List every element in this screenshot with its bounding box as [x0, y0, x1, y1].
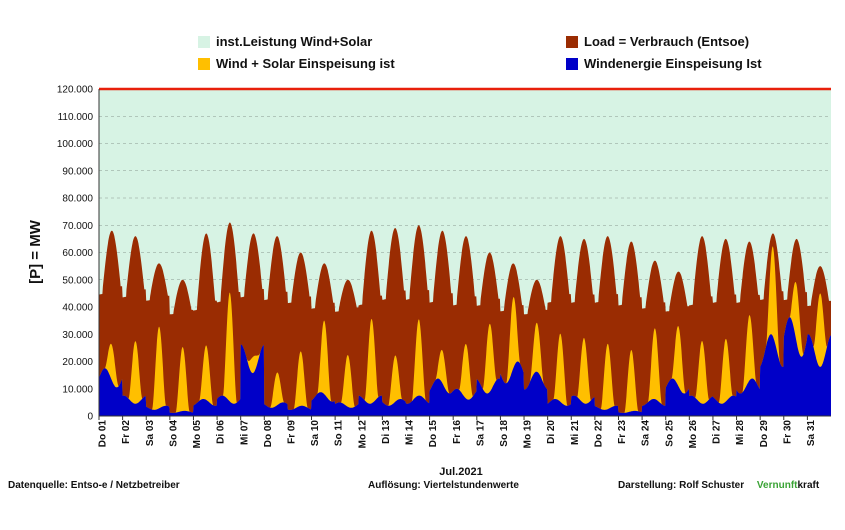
y-tick-label: 60.000 [62, 248, 93, 259]
x-tick-label: So 25 [664, 420, 675, 447]
y-tick-label: 80.000 [62, 194, 93, 205]
x-tick-label: Fr 09 [287, 420, 298, 444]
y-tick-labels: 0 10.000 20.000 30.000 40.000 50.000 60.000 70.… [57, 85, 94, 423]
legend-wind-solar-label: Wind + Solar Einspeisung ist [216, 56, 395, 71]
x-tick-label: So 11 [334, 420, 345, 447]
x-tick-label: Mo 19 [523, 420, 534, 449]
y-tick-label: 100.000 [57, 139, 94, 150]
x-tick-label: So 04 [168, 420, 179, 447]
y-tick-label: 50.000 [62, 275, 93, 286]
legend-load-swatch [566, 35, 578, 48]
footer-resolution: Auflösung: Viertelstundenwerte [368, 480, 519, 491]
x-tick-label: Do 01 [98, 420, 109, 448]
footer-author: Darstellung: Rolf Schuster [618, 480, 745, 491]
x-axis-label: Jul.2021 [439, 466, 482, 478]
legend-wind: Windenergie Einspeisung Ist [566, 56, 762, 71]
legend-load: Load = Verbrauch (Entsoe) [566, 34, 749, 49]
series-load-area [99, 222, 831, 416]
x-tick-label: Mo 05 [192, 420, 203, 449]
x-tick-label: Mi 28 [735, 420, 746, 445]
legend-wind-solar: Wind + Solar Einspeisung ist [198, 56, 395, 71]
x-tick-label: Sa 31 [806, 420, 817, 447]
y-tick-label: 40.000 [62, 303, 93, 314]
legend-installed-swatch [198, 35, 210, 48]
x-tick-label: Do 29 [759, 420, 770, 448]
x-tick-label: Fr 16 [452, 420, 463, 444]
series-wind-area [99, 317, 831, 416]
brand-rest-part: kraft [797, 480, 820, 491]
x-tick-label: Fr 23 [617, 420, 628, 444]
x-tick-label: Do 22 [594, 420, 605, 448]
y-tick-label: 70.000 [62, 221, 93, 232]
x-tick-label: Di 27 [712, 420, 723, 444]
y-tick-label: 0 [87, 412, 93, 423]
y-tick-label: 110.000 [58, 112, 94, 123]
brand-green-part: Vernunft [756, 480, 798, 491]
x-tick-label: So 18 [499, 420, 510, 447]
x-tick-label: Do 08 [263, 420, 274, 448]
y-axis-label: [P] = MW [27, 219, 44, 284]
x-tick-label: Di 20 [546, 420, 557, 444]
x-tick-label: Mi 21 [570, 420, 581, 445]
x-tick-label: Mo 12 [357, 420, 368, 449]
footer-source: Datenquelle: Entso-e / Netzbetreiber [8, 480, 180, 491]
legend-installed: inst.Leistung Wind+Solar [198, 34, 372, 49]
x-tick-label: Di 06 [216, 420, 227, 444]
legend-load-label: Load = Verbrauch (Entsoe) [584, 34, 750, 49]
x-tick-label: Fr 02 [121, 420, 132, 444]
x-tick-label: Sa 03 [145, 420, 156, 447]
x-tick-label: Sa 17 [475, 420, 486, 447]
y-tick-label: 20.000 [62, 357, 93, 368]
x-tick-label: Di 13 [381, 420, 392, 444]
x-tick-label: Mo 26 [688, 420, 699, 449]
x-tick-label: Do 15 [428, 420, 439, 448]
x-tick-label: Mi 07 [239, 420, 250, 445]
x-tick-label: Mi 14 [405, 420, 416, 445]
legend-wind-solar-swatch [198, 57, 210, 70]
y-tick-label: 120.000 [57, 85, 94, 96]
x-tick-labels: Do 01 Fr 02 Sa 03 So 04 Mo 05 Di 06 Mi 07 Do 08… [98, 416, 817, 448]
brand-logo: Vernunftkraft [757, 480, 819, 491]
footer-author-block: Darstellung: Rolf Schuster Vernunftkraft [618, 480, 819, 491]
y-tick-label: 10.000 [62, 384, 93, 395]
x-tick-label: Fr 30 [782, 420, 793, 444]
y-tick-label: 30.000 [62, 330, 93, 341]
x-tick-label: Sa 10 [310, 420, 321, 447]
axes [98, 89, 831, 417]
legend-wind-label: Windenergie Einspeisung Ist [584, 56, 762, 71]
legend: inst.Leistung Wind+Solar Load = Verbrauc… [0, 30, 845, 80]
legend-wind-swatch [566, 57, 578, 70]
x-tick-label: Sa 24 [641, 420, 652, 447]
legend-installed-label: inst.Leistung Wind+Solar [216, 34, 373, 49]
y-tick-label: 90.000 [62, 166, 93, 177]
